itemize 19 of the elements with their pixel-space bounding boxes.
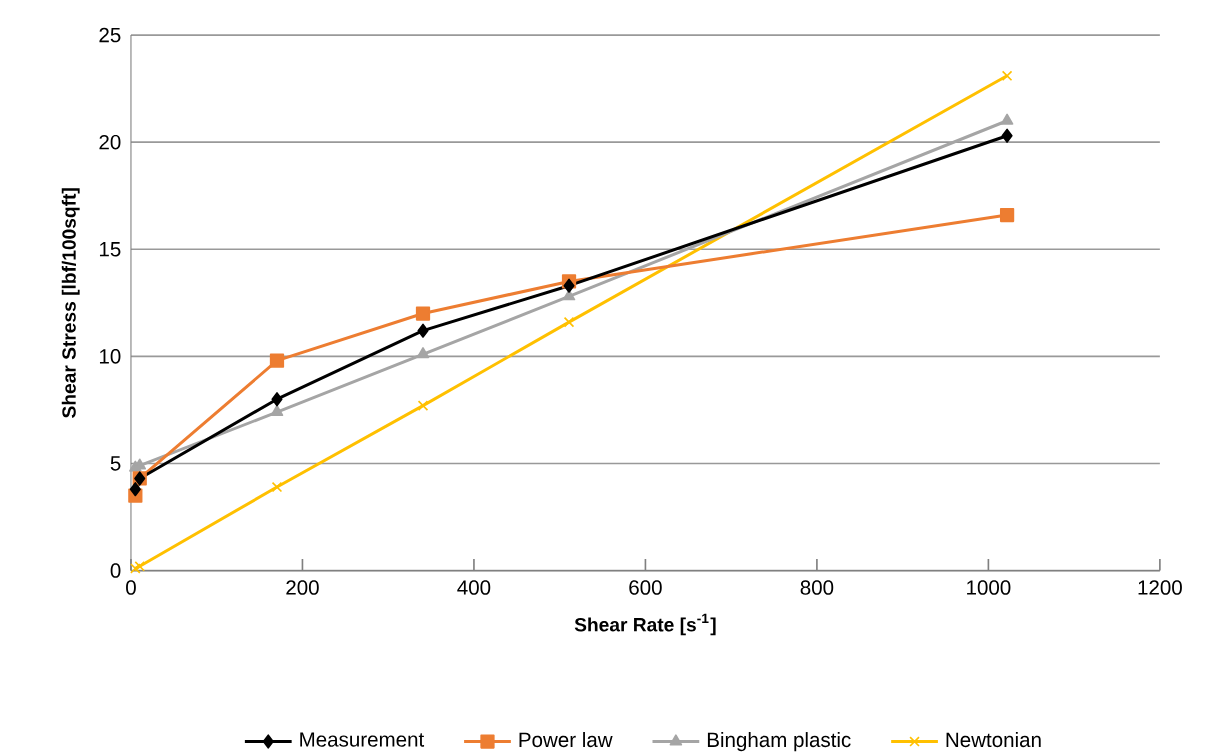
y-tick-label: 5 [110,456,121,471]
y-tick-label: 10 [99,349,121,364]
y-tick-label: 15 [99,242,121,257]
x-tick-label: 200 [286,580,319,595]
y-axis-title: Shear Stress [lbf/100sqft] [61,188,80,418]
y-tick-label: 25 [99,27,121,43]
y-tick-label: 20 [99,134,121,150]
x-tick-label: 400 [457,580,491,595]
legend-label: Bingham plastic [707,732,851,752]
x-axis-title: Shear Rate [s$^{-1}$] [574,613,716,636]
x-tick-label: 0 [126,580,136,595]
y-tick-label: 0 [110,563,121,578]
legend-label: Power law [519,732,613,748]
x-tick-label: 1000 [967,580,1011,595]
x-tick-label: 800 [800,580,834,595]
x-tick-label: 600 [629,580,662,595]
legend-label: Newtonian [946,732,1041,748]
legend-label: Measurement [300,732,425,747]
x-tick-label: 1200 [1138,580,1182,595]
